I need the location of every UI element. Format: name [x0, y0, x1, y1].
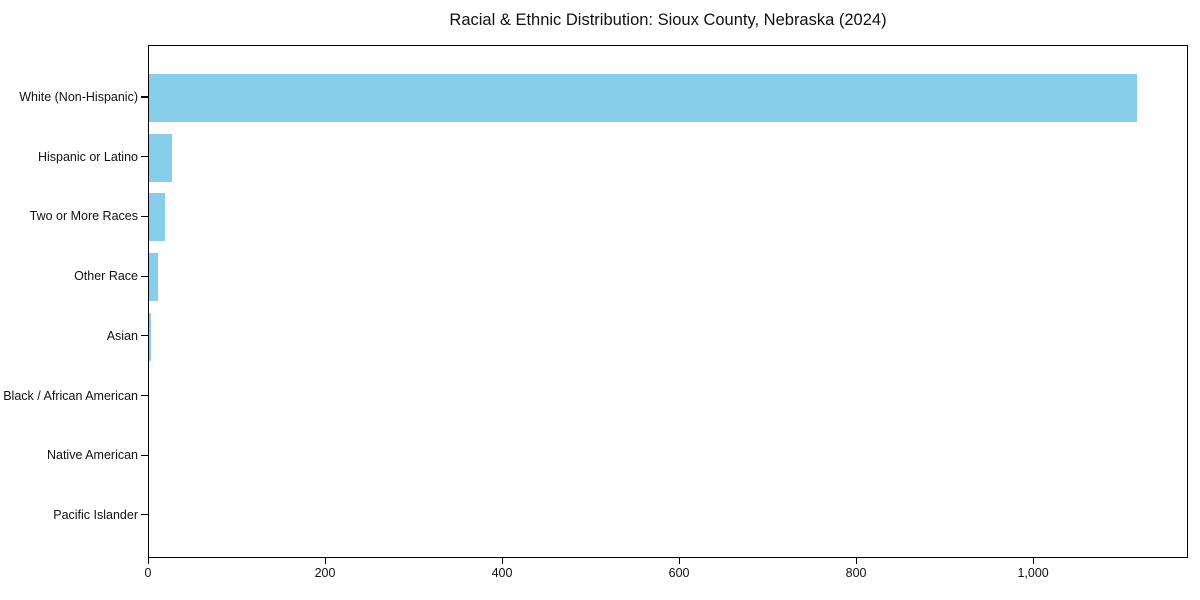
y-tick-mark [141, 96, 148, 98]
x-tick-label: 200 [314, 566, 336, 580]
x-tick-mark [856, 557, 858, 564]
y-axis-label: Hispanic or Latino [37, 149, 138, 164]
x-tick-label: 0 [144, 566, 152, 580]
x-tick-label: 800 [845, 566, 867, 580]
y-tick-mark [141, 394, 148, 397]
y-axis-label: Other Race [74, 268, 138, 283]
y-tick-mark [141, 335, 148, 337]
x-tick-label: 1,000 [1017, 566, 1049, 580]
bar [149, 253, 158, 302]
y-axis-label: Native American [46, 447, 138, 462]
y-tick-mark [141, 275, 148, 277]
y-tick-mark [141, 215, 148, 217]
y-axis-label: Black / African American [3, 388, 138, 403]
y-axis-label: White (Non-Hispanic) [19, 89, 138, 104]
x-tick-mark [679, 557, 681, 564]
bar [149, 193, 165, 242]
bar [149, 312, 151, 361]
y-tick-mark [141, 454, 148, 456]
x-tick-label: 600 [668, 566, 690, 580]
x-tick-mark [325, 557, 327, 564]
y-axis-label: Asian [106, 328, 138, 343]
x-tick-mark [148, 557, 150, 564]
y-tick-mark [141, 156, 148, 158]
x-tick-mark [1033, 557, 1035, 564]
y-axis-label: Pacific Islander [53, 507, 138, 522]
y-axis-label: Two or More Races [29, 209, 138, 224]
chart-title: Racial & Ethnic Distribution: Sioux Coun… [449, 11, 887, 29]
plot-area [148, 45, 1188, 558]
bar [149, 133, 172, 182]
bar [149, 74, 1137, 122]
x-tick-mark [502, 557, 504, 564]
x-tick-label: 400 [491, 566, 513, 580]
y-tick-mark [141, 514, 148, 516]
